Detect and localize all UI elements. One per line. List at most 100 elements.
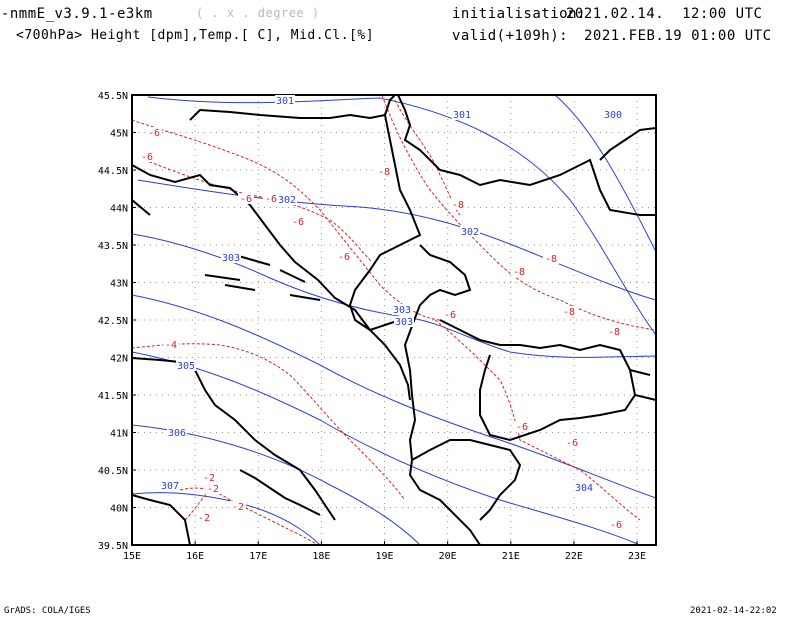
temperature-contour-label: -6	[292, 217, 304, 228]
height-contour-label: 301	[453, 110, 471, 121]
islands-dalmatia	[204, 254, 321, 301]
temp-label-bg	[230, 501, 246, 512]
height-label-bg	[460, 226, 480, 237]
temp-label-bg	[564, 437, 580, 448]
height-label-bg	[603, 109, 623, 120]
height-label-bg	[275, 95, 295, 106]
height-contour-303	[131, 233, 657, 358]
height-contour-label: 303	[222, 253, 240, 264]
temp-label-bg	[442, 309, 458, 320]
temp-label-bg	[336, 251, 352, 262]
y-tick-label: 40.5N	[98, 466, 128, 477]
height-contour-label: 304	[575, 483, 593, 494]
border-bulgaria	[629, 369, 657, 401]
temperature-contour-label: -8	[513, 267, 525, 278]
x-tick-label: 20E	[439, 551, 457, 562]
temp-label-bg	[608, 519, 624, 530]
height-label-bg	[277, 194, 297, 205]
y-tick-label: 43N	[110, 279, 128, 290]
temp-contour-8a	[381, 94, 657, 331]
border-kosovo-macedonia	[439, 319, 637, 442]
temperature-contour-label: -2	[203, 473, 215, 484]
temperature-contour-label: -8	[608, 327, 620, 338]
temp-label-bg	[606, 326, 622, 337]
temperature-contour-label: -6	[148, 128, 160, 139]
x-tick-label: 23E	[628, 551, 646, 562]
temperature-contour-label: -6	[516, 422, 528, 433]
temp-label-bg	[238, 193, 254, 204]
coastline-italy	[131, 357, 336, 521]
x-tick-label: 19E	[375, 551, 393, 562]
footer-left: GrADS: COLA/IGES	[4, 606, 91, 616]
field-description: <700hPa> Height [dpm],Temp.[ C], Mid.Cl.…	[16, 28, 375, 43]
height-contour-label: 306	[168, 428, 186, 439]
temp-contour-6c	[434, 319, 641, 521]
x-tick-label: 21E	[502, 551, 520, 562]
temperature-contour-label: -8	[378, 167, 390, 178]
height-contour-307	[131, 492, 321, 546]
x-tick-label: 17E	[249, 551, 267, 562]
y-tick-label: 44N	[110, 204, 128, 215]
coastline-italy-heel	[131, 494, 191, 546]
temperature-contour-label: -6	[610, 520, 622, 531]
height-label-bg	[392, 304, 412, 315]
init-value: 2021.02.14. 12:00 UTC	[566, 6, 763, 22]
temp-contour-6b	[139, 157, 373, 263]
height-contour-301	[147, 96, 657, 336]
y-tick-label: 41.5N	[98, 391, 128, 402]
temp-contour-6a	[131, 119, 441, 321]
height-contour-306	[131, 351, 641, 546]
temp-label-bg	[561, 306, 577, 317]
border-east-top	[599, 127, 657, 161]
temp-label-bg	[263, 193, 279, 204]
temperature-contour-label: -8	[545, 254, 557, 265]
border-croatia-bosnia	[189, 108, 422, 331]
border-serbia	[384, 94, 656, 216]
temperature-contour-label: -4	[165, 340, 177, 351]
temperature-contour-label: -6	[240, 194, 252, 205]
italy-east-coast	[131, 199, 151, 216]
height-contour-label: 300	[604, 110, 622, 121]
height-contour-label: 302	[278, 195, 296, 206]
temp-label-bg	[139, 151, 155, 162]
temperature-contour-label: -6	[444, 310, 456, 321]
country-borders	[131, 94, 657, 546]
x-tick-label: 22E	[565, 551, 583, 562]
height-contour-300	[554, 94, 657, 253]
temp-label-bg	[450, 199, 466, 210]
y-tick-label: 41N	[110, 429, 128, 440]
height-contour-302	[137, 179, 657, 301]
height-contour-label: 303	[395, 317, 413, 328]
x-tick-label: 18E	[312, 551, 330, 562]
y-tick-label: 43.5N	[98, 241, 128, 252]
temp-label-bg	[163, 339, 179, 350]
height-label-bg	[452, 109, 472, 120]
height-label-bg	[167, 427, 187, 438]
height-contour-label: 303	[393, 305, 411, 316]
x-tick-label: 16E	[186, 551, 204, 562]
coastline-calabria	[239, 469, 321, 516]
x-tick-labels: 15E 16E 17E 18E 19E 20E 21E 22E 23E	[123, 541, 646, 562]
height-label-bg	[574, 482, 594, 493]
temp-label-bg	[511, 266, 527, 277]
temp-label-bg	[205, 483, 221, 494]
height-label-bg	[394, 316, 414, 327]
valid-value: 2021.FEB.19 01:00 UTC	[584, 28, 772, 44]
footer-right: 2021-02-14-22:02	[690, 606, 777, 616]
temp-label-bg	[196, 512, 212, 523]
y-tick-label: 42N	[110, 354, 128, 365]
height-contour-label: 307	[161, 481, 179, 492]
border-albania	[403, 317, 481, 546]
height-label-bg	[221, 252, 241, 263]
grid-note: ( . x . degree )	[196, 6, 320, 20]
x-tick-label: 15E	[123, 551, 141, 562]
y-tick-label: 40N	[110, 504, 128, 515]
y-tick-label: 45N	[110, 129, 128, 140]
temp-label-bg	[543, 253, 559, 264]
border-greece	[411, 439, 522, 521]
y-tick-label: 39.5N	[98, 541, 128, 552]
height-label-bg	[176, 360, 196, 371]
y-tick-labels: 39.5N 40N 40.5N 41N 41.5N 42N 42.5N 43N 43.5N 44N…	[98, 91, 136, 552]
